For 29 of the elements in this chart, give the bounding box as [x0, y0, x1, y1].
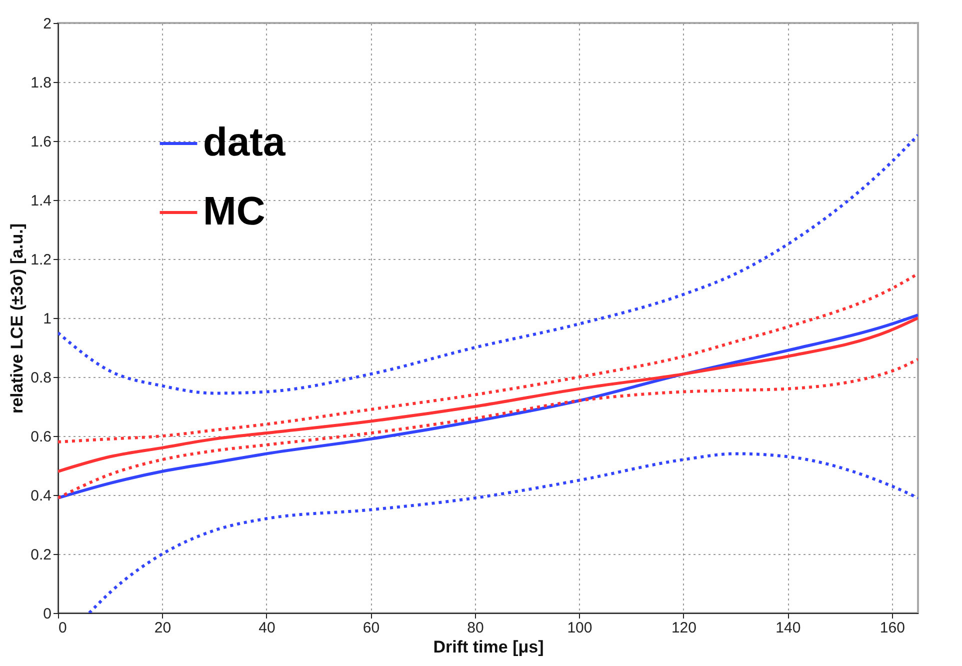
y-tick-label: 0.4 — [30, 488, 52, 504]
y-tick-label: 2 — [43, 16, 52, 32]
x-axis-title: Drift time [μs] — [433, 638, 544, 656]
x-tick-label: 80 — [467, 620, 484, 636]
y-tick-label: 0.2 — [30, 546, 52, 564]
y-tick-label: 1.4 — [30, 192, 52, 210]
line-series — [58, 358, 918, 500]
line-series — [58, 272, 918, 444]
x-tick-label: 40 — [258, 620, 276, 636]
x-tick-label: 0 — [58, 620, 67, 636]
y-tick-label: 0.6 — [30, 428, 52, 446]
y-axis-title: relative LCE (±3σ) [a.u.] — [8, 223, 27, 414]
y-tick-label: 0 — [43, 606, 52, 622]
x-tick-label: 100 — [567, 620, 592, 636]
y-tick-label: 1.6 — [30, 134, 52, 150]
legend-label: data — [203, 120, 286, 164]
line-series — [58, 316, 918, 473]
x-tick-label: 60 — [362, 620, 380, 636]
y-tick-label: 1.8 — [30, 74, 52, 92]
y-tick-label: 0.8 — [30, 370, 52, 386]
y-tick-label: 1 — [43, 310, 52, 328]
y-tick-label: 1.2 — [30, 252, 52, 268]
x-tick-label: 140 — [776, 620, 801, 636]
x-tick-label: 20 — [154, 620, 172, 636]
line-series — [58, 314, 918, 500]
x-tick-label: 160 — [880, 620, 905, 636]
x-tick-label: 120 — [671, 620, 696, 636]
line-series — [88, 452, 918, 613]
legend-label: MC — [203, 190, 266, 234]
